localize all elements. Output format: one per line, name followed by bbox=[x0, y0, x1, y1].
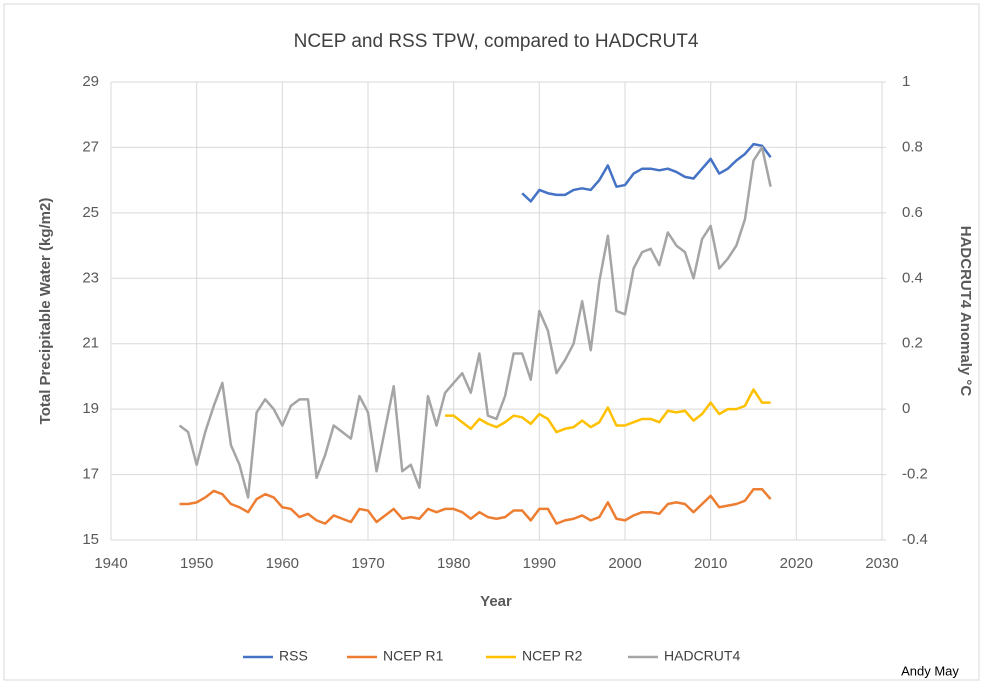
series-line bbox=[179, 488, 772, 525]
y2-axis-label: HADCRUT4 Anomaly °C bbox=[957, 226, 974, 397]
y2-tick-label: 0.2 bbox=[902, 335, 923, 352]
chart-title: NCEP and RSS TPW, compared to HADCRUT4 bbox=[294, 31, 699, 52]
x-tick-label: 1990 bbox=[523, 555, 556, 572]
y-tick-label: 17 bbox=[82, 466, 99, 483]
x-tick-label: 2030 bbox=[865, 555, 898, 572]
x-axis-label: Year bbox=[480, 593, 512, 610]
y-tick-label: 27 bbox=[82, 138, 99, 155]
y-tick-label: 23 bbox=[82, 269, 99, 286]
x-tick-label: 2010 bbox=[694, 555, 727, 572]
y-tick-label: 25 bbox=[82, 204, 99, 221]
y2-tick-label: 0.8 bbox=[902, 138, 923, 155]
legend-label: HADCRUT4 bbox=[664, 648, 740, 664]
y-axis-label: Total Precipitable Water (kg/m2) bbox=[37, 198, 54, 425]
x-tick-label: 1960 bbox=[266, 555, 299, 572]
x-tick-label: 2020 bbox=[780, 555, 813, 572]
y2-tick-label: 0.6 bbox=[902, 204, 923, 221]
y-tick-label: 29 bbox=[82, 73, 99, 90]
y-tick-label: 19 bbox=[82, 400, 99, 417]
x-tick-label: 2000 bbox=[608, 555, 641, 572]
y2-tick-label: 0 bbox=[902, 400, 910, 417]
y2-tick-label: 0.4 bbox=[902, 269, 923, 286]
y-tick-label: 15 bbox=[82, 531, 99, 548]
series-line bbox=[178, 146, 772, 499]
series-line bbox=[521, 142, 772, 203]
legend-label: RSS bbox=[279, 648, 308, 664]
y2-tick-label: -0.2 bbox=[902, 466, 928, 483]
y-tick-label: 21 bbox=[82, 335, 99, 352]
x-tick-label: 1970 bbox=[351, 555, 384, 572]
y2-tick-label: -0.4 bbox=[902, 531, 928, 548]
x-tick-label: 1950 bbox=[180, 555, 213, 572]
x-tick-label: 1980 bbox=[437, 555, 470, 572]
series-line bbox=[445, 388, 771, 434]
annotation: Andy May bbox=[901, 663, 959, 678]
x-tick-label: 1940 bbox=[94, 555, 127, 572]
legend-label: NCEP R2 bbox=[522, 648, 583, 664]
legend-label: NCEP R1 bbox=[383, 648, 444, 664]
chart-border bbox=[3, 3, 980, 681]
y2-tick-label: 1 bbox=[902, 73, 910, 90]
